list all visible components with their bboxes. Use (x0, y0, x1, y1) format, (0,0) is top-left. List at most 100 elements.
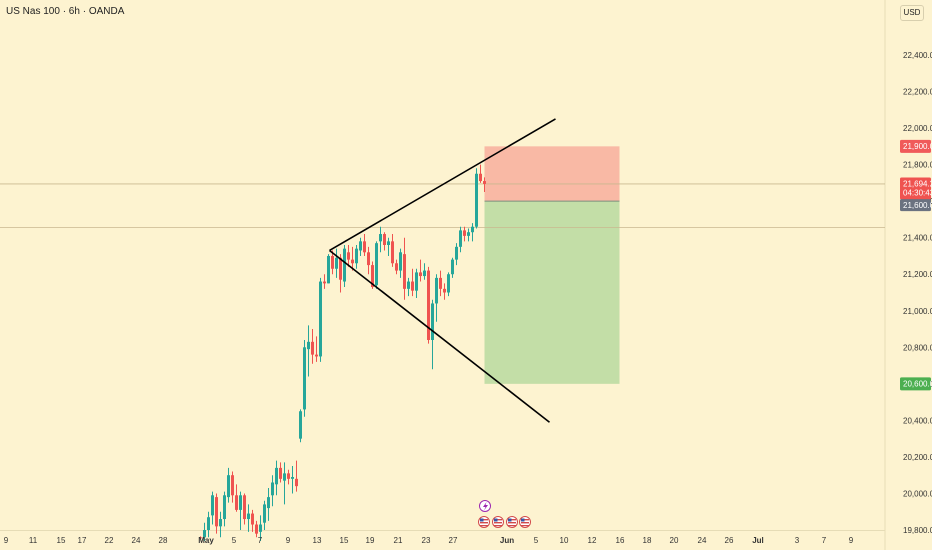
candle-59 (435, 274, 438, 322)
y-tick-label: 22,400.0 (903, 51, 932, 60)
candle-body (211, 495, 214, 516)
candle-47 (387, 237, 390, 256)
take-profit-zone[interactable] (484, 201, 620, 384)
candle-body (451, 259, 454, 275)
candle-64 (455, 243, 458, 266)
trend-line-lower[interactable] (329, 249, 550, 423)
current-price-label: 21,694.204:30:43 (900, 177, 932, 200)
x-tick-label: 20 (670, 536, 679, 545)
candle-48 (391, 234, 394, 267)
x-tick-label: 12 (588, 536, 597, 545)
candle-20 (279, 462, 282, 483)
candle-body (343, 248, 346, 282)
y-tick-label: 20,800.0 (903, 343, 932, 352)
x-tick-label: 18 (643, 536, 652, 545)
candle-42 (367, 246, 370, 275)
candle-body (259, 524, 262, 532)
y-tick-label: 21,800.0 (903, 161, 932, 170)
candle-58 (431, 299, 434, 370)
candle-32 (327, 254, 330, 284)
y-tick-label: 22,200.0 (903, 88, 932, 97)
candle-46 (383, 232, 386, 251)
candle-body (387, 241, 390, 245)
plot-background (0, 0, 885, 530)
candle-52 (407, 277, 410, 297)
candle-10 (239, 491, 242, 530)
x-axis[interactable]: 9 11 15 17 22 24 28 May 5 7 9 13 15 19 21 23 27 Jun 5 10 12 1… (4, 536, 854, 545)
candle-body (251, 513, 254, 525)
candle-65 (459, 226, 462, 253)
x-tick-label: 9 (849, 536, 854, 545)
candle-33 (331, 250, 334, 275)
x-tick-label: Jul (752, 536, 764, 545)
candle-body (423, 270, 426, 277)
x-tick-label: 7 (822, 536, 827, 545)
candle-body (339, 257, 342, 280)
svg-text:21,900.0: 21,900.0 (903, 142, 932, 151)
x-tick-label: 17 (78, 536, 87, 545)
candle-71 (483, 177, 486, 193)
candle-body (263, 504, 266, 523)
y-axis[interactable]: 19,800.0 20,000.0 20,200.0 20,400.0 20,600.0… (903, 51, 932, 535)
candle-35 (339, 254, 342, 293)
candle-57 (427, 266, 430, 344)
candle-26 (303, 340, 306, 417)
candle-62 (447, 272, 450, 297)
candle-body (391, 241, 394, 264)
position-zones[interactable] (484, 146, 620, 384)
x-tick-label: 7 (258, 536, 263, 545)
x-tick-label: 9 (4, 536, 9, 545)
candle-body (455, 246, 458, 260)
x-tick-label: 16 (616, 536, 625, 545)
candle-body (247, 513, 250, 520)
candle-body (447, 274, 450, 293)
us-flag-event-icon[interactable] (478, 516, 490, 528)
trend-line-upper[interactable] (329, 118, 556, 252)
candle-60 (439, 270, 442, 297)
candle-41 (363, 234, 366, 256)
x-tick-label: 19 (366, 536, 375, 545)
candle-39 (355, 245, 358, 269)
stop-loss-zone[interactable] (484, 146, 620, 202)
candle-25 (299, 409, 302, 443)
candle-56 (423, 263, 426, 280)
us-flag-event-icon[interactable] (492, 516, 504, 528)
svg-text:04:30:43: 04:30:43 (903, 188, 932, 197)
candle-66 (463, 226, 466, 242)
currency-button[interactable]: USD (900, 5, 924, 21)
candle-body (271, 482, 274, 496)
candle-49 (395, 259, 398, 275)
candle-51 (403, 237, 406, 300)
x-tick-label: 10 (560, 536, 569, 545)
candle-body (351, 259, 354, 264)
candle-body (479, 173, 482, 182)
candle-body (283, 473, 286, 481)
candle-body (299, 411, 302, 439)
candle-body (403, 254, 406, 289)
candle-body (427, 270, 430, 340)
grid (0, 0, 886, 550)
us-flag-event-icon[interactable] (506, 516, 518, 528)
candle-70 (479, 164, 482, 183)
candle-body (199, 537, 202, 539)
candle-body (419, 272, 422, 277)
trend-lines[interactable] (329, 118, 556, 423)
us-flag-event-icon[interactable] (519, 516, 531, 528)
candle-body (331, 255, 334, 269)
candle-body (223, 495, 226, 520)
candle-63 (451, 257, 454, 278)
lightning-event-icon[interactable] (479, 500, 491, 512)
candle-69 (475, 168, 478, 229)
candle-45 (379, 226, 382, 253)
candle-27 (307, 325, 310, 377)
candle-50 (399, 248, 402, 278)
candle-body (219, 519, 222, 527)
candle-body (267, 497, 270, 509)
event-markers[interactable] (478, 500, 531, 528)
candle-29 (315, 336, 318, 362)
candle-5 (219, 511, 222, 538)
x-tick-label: 5 (232, 536, 237, 545)
x-tick-label: 3 (795, 536, 800, 545)
